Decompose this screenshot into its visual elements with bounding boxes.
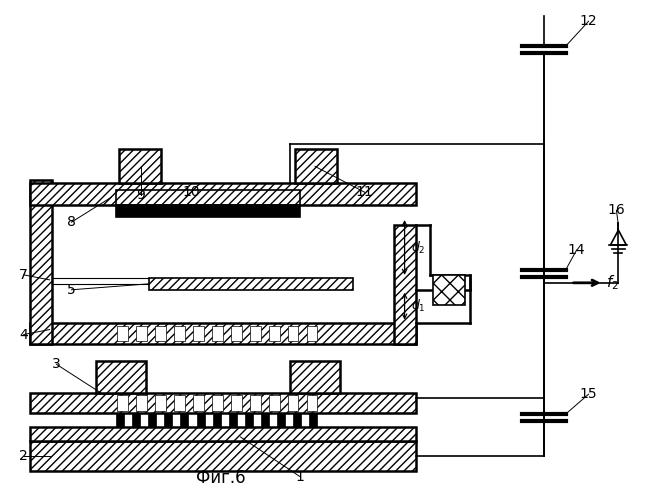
- Bar: [307, 326, 318, 342]
- Bar: [30, 427, 416, 441]
- Text: 4: 4: [19, 328, 28, 342]
- Bar: [309, 413, 317, 427]
- Bar: [193, 326, 204, 342]
- Bar: [174, 326, 185, 342]
- Text: $f_2$: $f_2$: [606, 274, 620, 292]
- Bar: [197, 413, 205, 427]
- Bar: [288, 395, 299, 411]
- Bar: [307, 395, 318, 411]
- Bar: [269, 395, 279, 411]
- Text: 8: 8: [67, 215, 76, 229]
- Bar: [228, 413, 237, 427]
- Text: 11: 11: [356, 186, 373, 200]
- Bar: [212, 395, 222, 411]
- Text: 7: 7: [19, 268, 28, 282]
- Text: 9: 9: [136, 188, 146, 202]
- Bar: [136, 326, 146, 342]
- Text: Фиг.6: Фиг.6: [196, 468, 246, 486]
- Bar: [394, 225, 416, 344]
- Bar: [155, 326, 166, 342]
- Bar: [245, 413, 253, 427]
- Bar: [277, 413, 285, 427]
- Bar: [155, 395, 166, 411]
- Bar: [164, 413, 172, 427]
- Bar: [290, 362, 340, 393]
- Bar: [212, 326, 222, 342]
- Text: 12: 12: [580, 14, 597, 28]
- Bar: [181, 413, 189, 427]
- Text: 16: 16: [608, 203, 626, 217]
- Bar: [117, 395, 128, 411]
- Text: 15: 15: [580, 387, 597, 401]
- Bar: [136, 395, 146, 411]
- Bar: [30, 441, 416, 471]
- Bar: [269, 326, 279, 342]
- Text: 1: 1: [296, 470, 305, 484]
- Bar: [434, 275, 465, 304]
- Text: 2: 2: [19, 449, 28, 463]
- Bar: [30, 184, 416, 205]
- Bar: [30, 322, 416, 344]
- Text: $d_2$: $d_2$: [410, 240, 425, 256]
- Bar: [250, 326, 261, 342]
- Text: $d_1$: $d_1$: [410, 298, 425, 314]
- Text: 3: 3: [52, 358, 61, 372]
- Bar: [30, 180, 52, 344]
- Bar: [96, 362, 146, 393]
- Bar: [231, 326, 242, 342]
- Bar: [117, 190, 300, 205]
- Bar: [293, 413, 301, 427]
- Bar: [117, 326, 128, 342]
- Bar: [117, 413, 124, 427]
- Bar: [231, 395, 242, 411]
- Bar: [213, 413, 220, 427]
- Bar: [132, 413, 140, 427]
- Bar: [119, 148, 161, 184]
- Bar: [30, 393, 416, 413]
- Text: 10: 10: [182, 186, 200, 200]
- Bar: [250, 395, 261, 411]
- Bar: [193, 395, 204, 411]
- Bar: [295, 148, 337, 184]
- Bar: [261, 413, 269, 427]
- Bar: [117, 205, 300, 217]
- Bar: [288, 326, 299, 342]
- Text: 14: 14: [568, 243, 585, 257]
- Bar: [149, 278, 353, 290]
- Bar: [148, 413, 156, 427]
- Text: 5: 5: [67, 283, 76, 297]
- Bar: [174, 395, 185, 411]
